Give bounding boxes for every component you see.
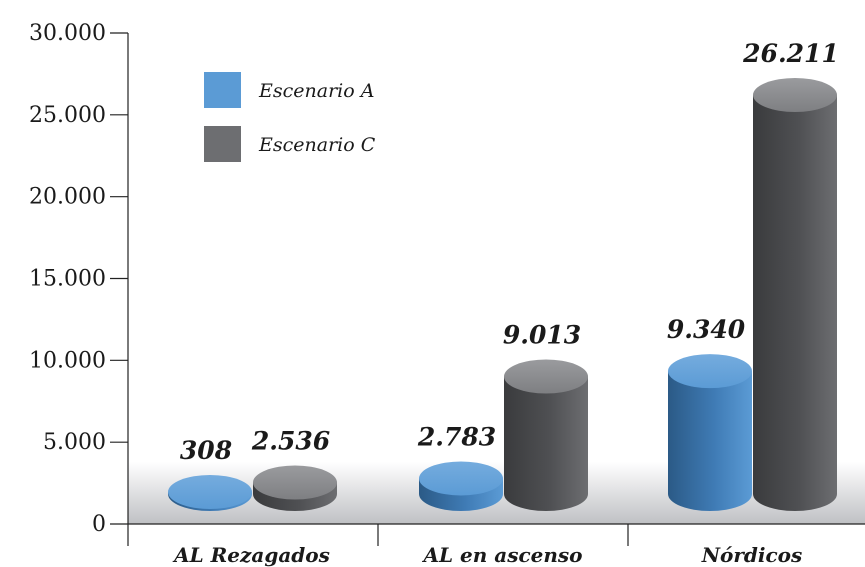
labels: 308 2.783 9.340 2.536 9.013 26.211 (180, 39, 839, 465)
bar-escenario-a (668, 354, 752, 511)
bar-top (668, 354, 752, 389)
bar-top (168, 475, 252, 509)
bar-top (753, 78, 837, 113)
legend-label: Escenario A (258, 80, 374, 102)
data-label: 9.340 (667, 315, 746, 344)
bar-body (753, 95, 837, 511)
legend-swatch (204, 72, 241, 108)
data-label: 2.536 (251, 426, 330, 455)
y-tick-label: 15.000 (29, 267, 106, 292)
bar-top (504, 359, 588, 394)
legend-label: Escenario C (258, 134, 376, 156)
y-tick-label: 30.000 (29, 21, 106, 46)
y-tick-label: 5.000 (43, 430, 106, 455)
bar-top (419, 461, 503, 496)
bar-escenario-a (168, 475, 252, 511)
data-label: 9.013 (503, 320, 581, 349)
bar-escenario-c (504, 359, 588, 511)
y-tick-label: 0 (92, 512, 106, 537)
y-tick-label: 25.000 (29, 103, 106, 128)
bar-escenario-a (419, 461, 503, 511)
data-label: 308 (180, 436, 232, 465)
legend: Escenario A Escenario C (204, 72, 376, 162)
bar-body (668, 371, 752, 511)
bar-body (504, 376, 588, 511)
bar-escenario-c (253, 465, 337, 511)
legend-swatch (204, 126, 241, 162)
y-tick-label: 20.000 (29, 185, 106, 210)
data-label: 26.211 (742, 39, 839, 68)
bar-top (253, 465, 337, 500)
x-category-label: AL en ascenso (421, 543, 582, 567)
bars (168, 78, 837, 511)
data-label: 2.783 (417, 422, 496, 451)
bar-escenario-c (753, 78, 837, 511)
y-tick-label: 10.000 (29, 348, 106, 373)
x-category-label: Nórdicos (701, 543, 803, 567)
axes: 0 5.000 10.000 15.000 20.000 25.000 30.000 AL R… (29, 21, 865, 567)
x-category-label: AL Rezagados (172, 543, 330, 567)
